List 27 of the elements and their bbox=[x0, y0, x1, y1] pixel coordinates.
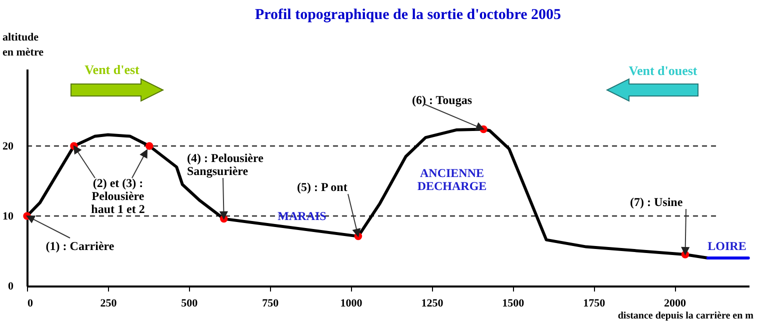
x-tick-label: 250 bbox=[100, 298, 118, 310]
annotation: (1) : Carrière bbox=[46, 239, 115, 253]
annotation: LOIRE bbox=[708, 239, 746, 253]
x-tick-label: 750 bbox=[262, 298, 280, 310]
annotation: (7) : Usine bbox=[630, 195, 684, 209]
y-axis-title: altitude en mètre bbox=[2, 32, 44, 58]
chart-title: Profil topographique de la sortie d'octobre 2005 bbox=[254, 7, 562, 23]
point bbox=[146, 142, 154, 150]
x-tick-label: 500 bbox=[181, 298, 198, 310]
annotation: MARAIS bbox=[278, 209, 327, 223]
x-tick-label: 1500 bbox=[502, 298, 525, 310]
x-tick-label: 0 bbox=[28, 298, 34, 310]
annotation: (6) : Tougas bbox=[412, 93, 472, 107]
annotation: ANCIENNE DECHARGE bbox=[417, 166, 487, 193]
x-tick-label: 1000 bbox=[340, 298, 363, 310]
x-axis-title: distance depuis la carrière en m bbox=[618, 310, 754, 322]
annotation: Vent d'ouest bbox=[628, 63, 698, 78]
x-tick-label: 1750 bbox=[583, 298, 606, 310]
y-tick-label: 0 bbox=[8, 280, 14, 292]
x-tick-label: 1250 bbox=[421, 298, 444, 310]
annotation: (2) et (3) : Pelousière haut 1 et 2 bbox=[91, 176, 145, 216]
x-tick-label: 2000 bbox=[664, 298, 687, 310]
y-tick-label: 20 bbox=[2, 140, 14, 152]
annotation: Vent d'est bbox=[84, 62, 140, 77]
y-tick-label: 10 bbox=[2, 210, 14, 222]
annotation: (4) : Pelousière Sangsurière bbox=[187, 151, 264, 178]
annotation: (5) : P ont bbox=[297, 180, 348, 194]
